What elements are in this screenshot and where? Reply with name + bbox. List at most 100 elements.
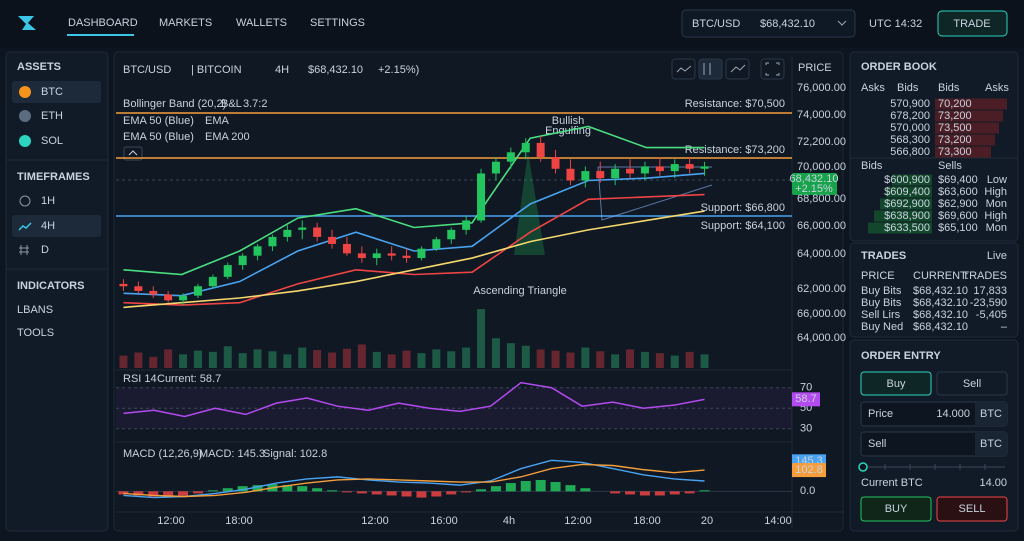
signal-label: Signal: 102.8 — [263, 448, 327, 460]
sidebar-item[interactable]: D — [41, 244, 49, 256]
fullscreen[interactable] — [760, 58, 785, 80]
slider-thumb[interactable] — [858, 462, 868, 472]
candle-body — [477, 173, 486, 221]
annotation: Support: $64,100 — [701, 220, 785, 232]
bid-depth — [886, 186, 932, 198]
volume-bar — [313, 350, 322, 368]
volume-bar — [372, 351, 381, 368]
collapse-button[interactable] — [123, 146, 143, 161]
sidebar-item[interactable]: 1H — [41, 195, 55, 207]
candle-body — [626, 168, 635, 174]
clock: UTC 14:32 — [869, 18, 922, 30]
macd-hist — [490, 486, 501, 492]
volume-bar — [149, 356, 158, 368]
overlay-line — [123, 193, 705, 306]
legend: EMA 200 — [205, 131, 250, 143]
sell-button[interactable] — [936, 496, 1008, 522]
overlay-line — [123, 172, 705, 297]
volume-bar — [402, 350, 411, 368]
buy-tab[interactable] — [860, 371, 932, 396]
unit-box — [975, 432, 1007, 456]
candle-body — [566, 168, 575, 181]
chart-type-line[interactable] — [671, 58, 696, 80]
sidebar-item[interactable]: 4H — [41, 220, 55, 232]
ob-bid-2: $609,400 — [884, 186, 930, 198]
macd-title: MACD (12,26,9) — [123, 448, 202, 460]
trades-panel — [849, 242, 1019, 338]
unit-box — [975, 402, 1007, 426]
trade-header: PRICE — [861, 270, 895, 282]
buy-button[interactable] — [860, 496, 932, 522]
chart-panel — [113, 51, 844, 532]
bid-depth — [874, 210, 932, 222]
sidebar — [5, 51, 109, 532]
macd-hist — [327, 490, 338, 492]
candle-body — [372, 253, 381, 259]
chart-price: $68,432.10 — [308, 64, 363, 76]
nav-item[interactable]: SETTINGS — [310, 17, 365, 29]
pair-selector[interactable] — [681, 9, 856, 38]
macd-label: MACD: 145.3 — [199, 448, 265, 460]
nav-item[interactable]: DASHBOARD — [68, 17, 138, 29]
price-label: 64,000.00 — [797, 248, 846, 260]
sidebar-item[interactable]: SOL — [41, 135, 63, 147]
volume-bar — [357, 344, 366, 368]
macd-hist — [356, 491, 367, 494]
macd-hist — [639, 491, 650, 496]
chart-change: +2.15%) — [378, 64, 419, 76]
ob-sell-2: $62,900 — [938, 198, 978, 210]
eth-icon — [19, 110, 31, 122]
nav-item[interactable]: WALLETS — [236, 17, 287, 29]
candle-body — [357, 253, 366, 259]
active-asset — [12, 81, 101, 103]
ob-header: Bids — [897, 82, 919, 94]
legend: Bollinger Band (20,2) — [123, 98, 226, 110]
candle-body — [283, 229, 292, 237]
candle-body — [551, 157, 560, 169]
active-timeframe — [12, 215, 101, 237]
trade-name: Sell Lirs — [861, 309, 901, 321]
candle-body — [506, 152, 515, 162]
nav-item[interactable]: MARKETS — [159, 17, 212, 29]
annotation: Resistance: $73,200 — [685, 144, 785, 156]
annotation: Resistance: $70,500 — [685, 98, 785, 110]
macd-hist — [192, 491, 203, 494]
toolbar-icons — [676, 62, 780, 76]
chart-type-area[interactable] — [725, 58, 750, 80]
sol-icon — [19, 135, 31, 147]
panel-title: ORDER ENTRY — [861, 350, 941, 362]
macd-hist — [461, 491, 472, 493]
volume-bar — [223, 346, 232, 368]
macd-hist — [565, 485, 576, 492]
volume-bar — [462, 347, 471, 368]
annotation: Support: $66,800 — [701, 202, 785, 214]
sidebar-item[interactable]: BTC — [41, 86, 63, 98]
legend: EMA 50 (Blue) — [123, 131, 194, 143]
sidebar-item[interactable]: ETH — [41, 110, 63, 122]
sidebar-item[interactable]: TOOLS — [17, 327, 54, 339]
volume-bar — [342, 348, 351, 368]
trade-button[interactable] — [937, 10, 1008, 37]
panel-title: TRADES — [861, 250, 906, 262]
sell-tab[interactable] — [936, 371, 1008, 396]
macd-hist — [446, 491, 457, 495]
candle-body — [462, 220, 471, 230]
ask-depth — [935, 134, 995, 146]
ob-bid-2: $638,900 — [884, 210, 930, 222]
buy-label: BUY — [885, 503, 908, 515]
volume-bar — [208, 351, 217, 368]
ob-header: Bids — [938, 82, 960, 94]
macd-tag: 102.8 — [795, 464, 823, 476]
input-label: Price — [868, 408, 893, 420]
input-value: 14.000 — [936, 408, 970, 420]
rsi-line — [123, 381, 705, 418]
macd-hist — [386, 491, 397, 496]
ob-tag: Mon — [986, 198, 1007, 210]
trade-price: $68,432.10 — [913, 297, 968, 309]
time-label: 20 — [701, 515, 713, 527]
time-label: 4h — [503, 515, 515, 527]
candle-body — [491, 161, 500, 174]
panel-title: ORDER BOOK — [861, 61, 937, 73]
sidebar-item[interactable]: LBANS — [17, 304, 53, 316]
